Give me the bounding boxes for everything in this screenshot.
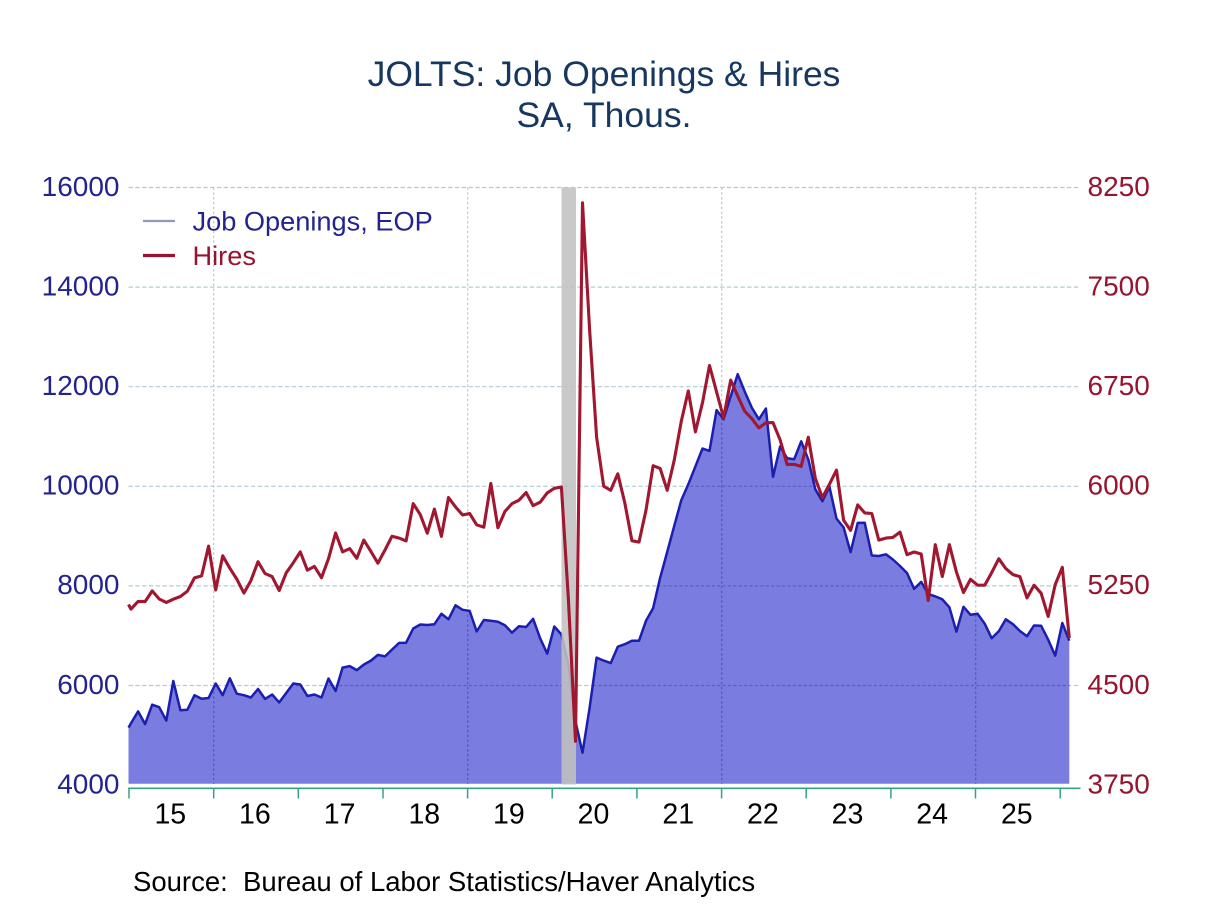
svg-text:16: 16 (239, 799, 271, 831)
svg-text:25: 25 (1001, 799, 1033, 831)
svg-text:6750: 6750 (1088, 370, 1150, 401)
svg-text:Job Openings, EOP: Job Openings, EOP (193, 206, 433, 237)
svg-text:Source: Bureau of Labor Stati: Source: Bureau of Labor Statistics/Haver… (133, 866, 755, 897)
svg-text:21: 21 (662, 799, 694, 831)
svg-text:23: 23 (832, 799, 864, 831)
svg-text:SA, Thous.: SA, Thous. (517, 95, 692, 135)
svg-text:4500: 4500 (1088, 669, 1150, 700)
svg-text:14000: 14000 (42, 270, 120, 301)
svg-text:19: 19 (493, 799, 525, 831)
svg-text:24: 24 (916, 799, 948, 831)
svg-text:12000: 12000 (42, 370, 120, 401)
svg-text:Hires: Hires (193, 240, 256, 271)
svg-text:8250: 8250 (1088, 171, 1150, 202)
svg-text:5250: 5250 (1088, 569, 1150, 600)
svg-text:4000: 4000 (57, 768, 119, 799)
svg-text:7500: 7500 (1088, 270, 1150, 301)
svg-text:16000: 16000 (42, 171, 120, 202)
svg-text:6000: 6000 (1088, 470, 1150, 501)
svg-text:20: 20 (578, 799, 610, 831)
svg-text:6000: 6000 (57, 669, 119, 700)
svg-text:JOLTS: Job Openings & Hires: JOLTS: Job Openings & Hires (368, 54, 841, 94)
svg-text:17: 17 (324, 799, 356, 831)
svg-text:15: 15 (154, 799, 186, 831)
svg-text:22: 22 (747, 799, 779, 831)
svg-text:10000: 10000 (42, 470, 120, 501)
svg-text:3750: 3750 (1088, 768, 1150, 799)
svg-text:18: 18 (408, 799, 440, 831)
svg-text:8000: 8000 (57, 569, 119, 600)
